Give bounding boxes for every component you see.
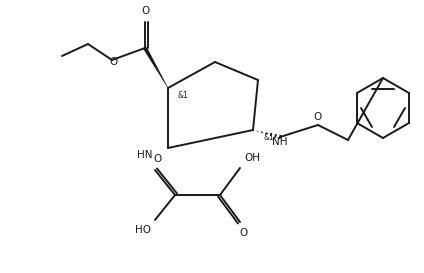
Text: O: O: [154, 154, 162, 164]
Text: HO: HO: [135, 225, 151, 235]
Text: OH: OH: [244, 153, 260, 163]
Text: &1: &1: [178, 91, 189, 100]
Text: O: O: [110, 57, 118, 67]
Polygon shape: [143, 47, 168, 88]
Text: NH: NH: [272, 137, 288, 147]
Text: &1: &1: [263, 133, 274, 142]
Text: O: O: [314, 112, 322, 122]
Text: HN: HN: [137, 150, 153, 160]
Text: O: O: [141, 6, 149, 16]
Text: O: O: [239, 228, 247, 238]
